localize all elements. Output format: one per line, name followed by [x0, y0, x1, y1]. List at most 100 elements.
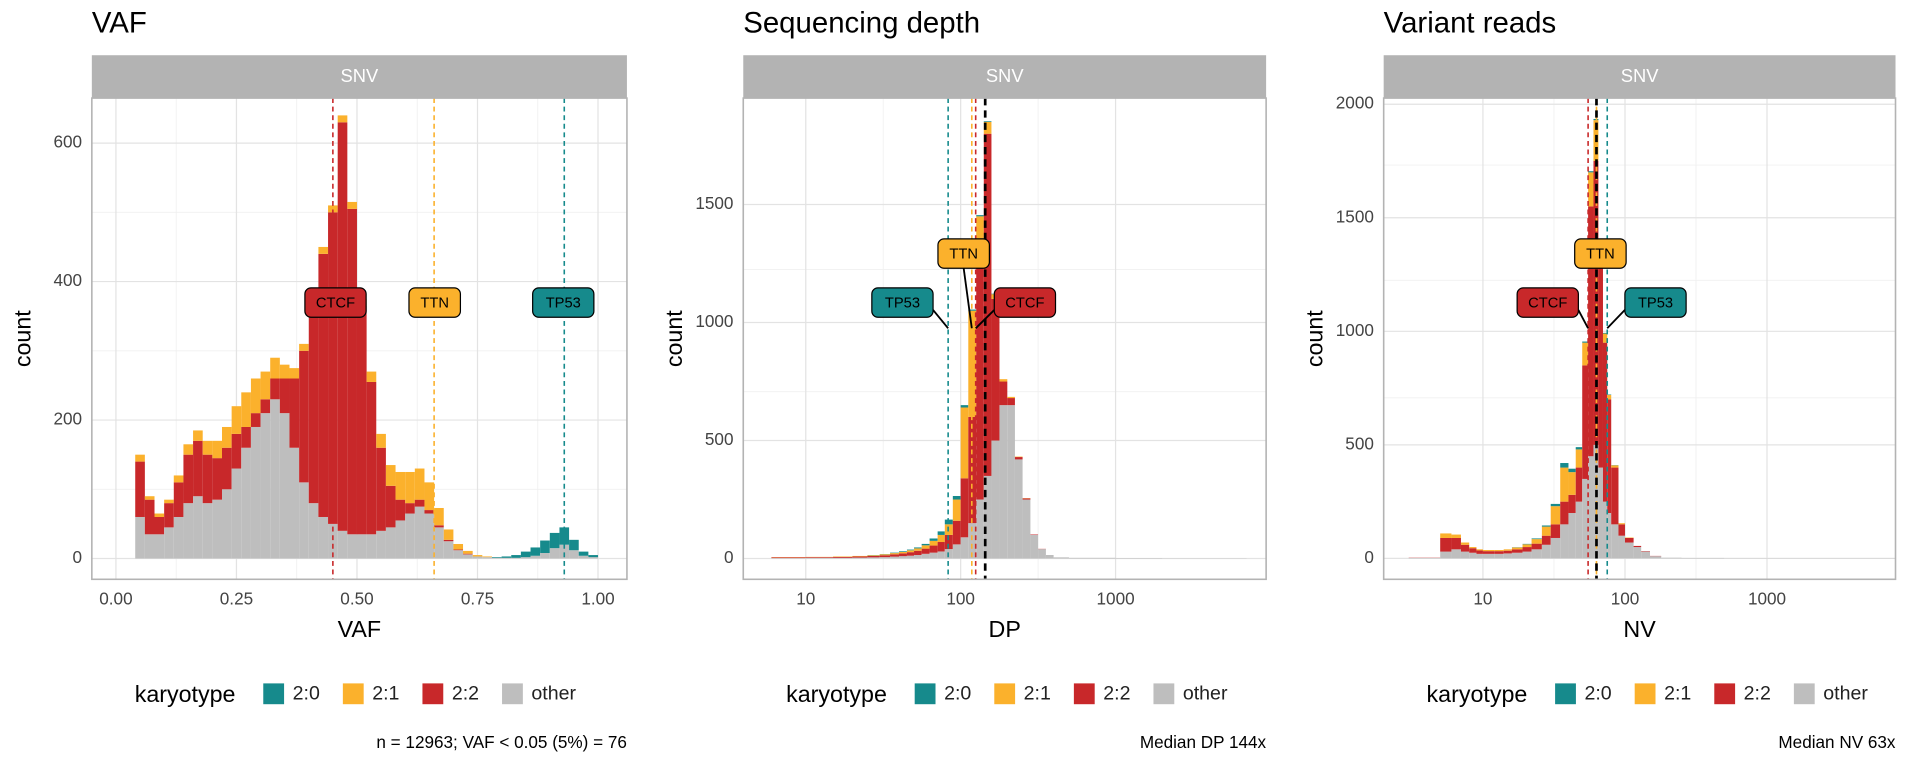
legend-key: [994, 683, 1016, 705]
bar: [530, 547, 541, 556]
annotation-box: [1624, 287, 1687, 318]
label-connector: [975, 309, 995, 329]
annotation-box: [871, 287, 934, 318]
bar: [1469, 547, 1477, 549]
bar: [154, 534, 165, 559]
y-tick-label: 0: [73, 547, 83, 567]
bar: [202, 503, 213, 559]
x-tick-label: 0.25: [220, 589, 253, 609]
bar: [890, 556, 900, 559]
bar: [366, 371, 377, 382]
bar: [472, 556, 483, 559]
bar: [771, 557, 806, 559]
bar: [144, 499, 155, 535]
bar: [944, 534, 953, 550]
bar: [976, 263, 984, 500]
bar: [1602, 333, 1608, 343]
y-axis-title: count: [661, 310, 687, 367]
bar: [867, 557, 880, 559]
bar: [1451, 537, 1461, 550]
bar: [899, 551, 907, 552]
panel-border: [91, 97, 628, 581]
bar: [1607, 399, 1612, 513]
bar: [588, 557, 599, 559]
bar: [540, 552, 550, 559]
bar: [318, 246, 329, 254]
bar: [914, 554, 922, 559]
bar: [1633, 547, 1642, 559]
bar: [376, 530, 386, 559]
bar: [212, 458, 222, 500]
x-tick-label: 0.00: [99, 589, 132, 609]
legend-label: 2:0: [944, 683, 971, 705]
legend-label: 2:1: [1024, 683, 1051, 705]
bar: [1582, 341, 1589, 343]
bar: [1014, 457, 1023, 460]
bar: [154, 516, 165, 535]
bar: [1494, 551, 1504, 554]
bar: [960, 407, 969, 479]
strip-background: [743, 55, 1267, 99]
legend-title: karyotype: [1427, 681, 1528, 707]
bar: [914, 550, 922, 555]
bar: [937, 534, 945, 543]
annotation-label: TTN: [1586, 247, 1615, 263]
bar: [231, 406, 242, 434]
bar: [1618, 524, 1625, 536]
bar: [1522, 544, 1532, 548]
y-axis-title: count: [10, 310, 36, 367]
legend-key: [1073, 683, 1095, 705]
bar: [337, 122, 348, 531]
panel-border: [1382, 97, 1897, 581]
bar: [1588, 171, 1594, 173]
bar: [135, 461, 145, 517]
bar: [1503, 550, 1512, 554]
y-tick-label: 600: [53, 132, 82, 152]
y-axis-title: count: [1301, 310, 1327, 367]
annotation-box: [937, 238, 991, 269]
bar: [1494, 553, 1504, 559]
bar: [1593, 160, 1599, 445]
bar: [999, 381, 1008, 406]
y-tick-label: 1500: [695, 193, 733, 213]
bar: [1550, 503, 1561, 507]
bar: [154, 513, 165, 517]
bar: [395, 520, 406, 559]
bar: [833, 557, 853, 559]
bar: [1607, 394, 1612, 400]
bar: [250, 413, 261, 427]
label-connector: [1606, 309, 1626, 329]
strip-label: SNV: [1621, 65, 1660, 86]
annotation-box: [993, 287, 1057, 318]
legend-label: 2:2: [1744, 683, 1771, 705]
bar: [1598, 263, 1603, 468]
bar: [1568, 512, 1576, 559]
legend-label: 2:0: [293, 683, 320, 705]
bar: [1575, 467, 1583, 502]
bar: [173, 482, 184, 517]
bar: [1649, 556, 1662, 559]
x-tick-label: 10: [796, 589, 815, 609]
legend-label: other: [1183, 683, 1228, 705]
bar: [929, 540, 938, 546]
bar: [337, 115, 348, 123]
bar: [1541, 544, 1551, 559]
bar: [1541, 525, 1551, 527]
bar: [395, 499, 406, 521]
bar: [1568, 468, 1576, 473]
x-tick-label: 1000: [1748, 589, 1786, 609]
bar: [463, 553, 473, 555]
x-tick-label: 1000: [1097, 589, 1135, 609]
bar: [1460, 544, 1470, 552]
bar: [434, 525, 444, 528]
bar: [1602, 342, 1608, 502]
bar: [318, 253, 329, 517]
strip-background: [1383, 55, 1896, 99]
bar: [1440, 537, 1452, 552]
bar: [906, 555, 915, 559]
bar: [1541, 526, 1551, 536]
bar: [443, 529, 454, 540]
legend-label: 2:1: [1664, 683, 1691, 705]
bar: [1482, 553, 1495, 559]
bar: [337, 530, 348, 559]
